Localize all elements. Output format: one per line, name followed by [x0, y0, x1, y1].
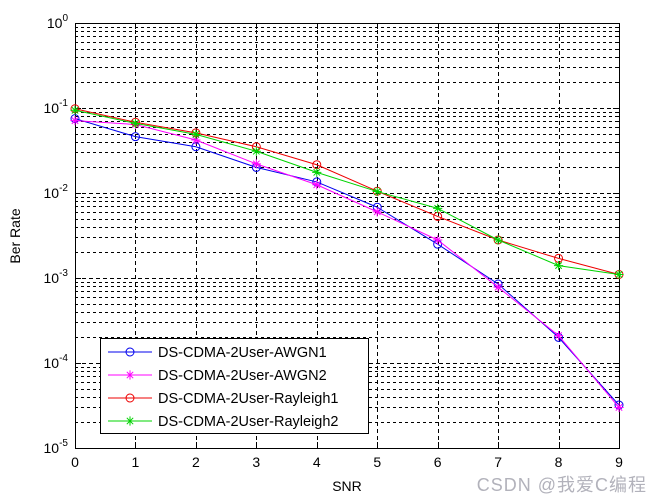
legend: DS-CDMA-2User-AWGN1 DS-CDMA-2User-AWGN2 DS…	[100, 338, 369, 434]
marker-asterisk	[312, 167, 322, 177]
marker-asterisk	[125, 370, 135, 380]
marker-asterisk	[312, 180, 322, 190]
y-tick-label: 10-3	[44, 268, 69, 286]
legend-label: DS-CDMA-2User-AWGN1	[158, 345, 327, 361]
y-tick-label: 100	[47, 13, 69, 31]
x-tick-label: 5	[373, 454, 381, 470]
legend-box	[100, 338, 369, 434]
legend-label: DS-CDMA-2User-Rayleigh2	[158, 414, 339, 430]
marker-asterisk	[372, 186, 382, 197]
legend-entry-DS-CDMA-2User-AWGN2: DS-CDMA-2User-AWGN2	[108, 368, 327, 384]
marker-asterisk	[614, 269, 624, 280]
x-axis-label: SNR	[332, 478, 362, 494]
x-tick-label: 4	[313, 454, 321, 470]
marker-asterisk	[493, 235, 503, 245]
legend-entry-DS-CDMA-2User-Rayleigh2: DS-CDMA-2User-Rayleigh2	[108, 414, 339, 430]
plot-frame	[75, 23, 620, 449]
y-tick-label: 10-5	[44, 438, 69, 456]
y-tick-label: 10-2	[44, 183, 69, 201]
marker-asterisk	[130, 118, 141, 128]
y-axis-label: Ber Rate	[7, 208, 23, 264]
tick-labels: 0 1 2 3 4 5 6 7 8 9 100 10-1 10-2 10-3 10-4 10-5	[44, 13, 624, 470]
marker-asterisk	[553, 260, 564, 271]
x-tick-label: 3	[252, 454, 260, 470]
marker-asterisk	[493, 282, 503, 292]
series-line	[74, 109, 620, 275]
series-line	[74, 120, 620, 408]
series-DS-CDMA-2User-AWGN1	[70, 114, 624, 410]
marker-asterisk	[191, 129, 201, 139]
marker-asterisk	[372, 207, 382, 217]
marker-asterisk	[70, 116, 80, 126]
x-tick-label: 9	[615, 454, 623, 470]
marker-asterisk	[191, 135, 201, 145]
marker-circle	[130, 132, 140, 142]
marker-asterisk	[614, 402, 624, 413]
x-tick-label: 8	[555, 454, 563, 470]
x-tick-label: 2	[192, 454, 200, 470]
legend-label: DS-CDMA-2User-AWGN2	[158, 368, 327, 384]
marker-asterisk	[433, 203, 443, 213]
marker-asterisk	[251, 159, 261, 169]
y-tick-label: 10-4	[44, 353, 69, 371]
x-tick-label: 6	[434, 454, 442, 470]
marker-asterisk	[251, 146, 261, 156]
legend-entry-DS-CDMA-2User-Rayleigh1: DS-CDMA-2User-Rayleigh1	[108, 391, 339, 407]
marker-asterisk	[70, 105, 80, 115]
legend-entry-DS-CDMA-2User-AWGN1: DS-CDMA-2User-AWGN1	[108, 345, 327, 361]
series-DS-CDMA-2User-Rayleigh2	[70, 105, 624, 280]
marker-asterisk	[125, 416, 135, 426]
series-line	[74, 108, 620, 275]
marker-circle	[125, 347, 135, 357]
watermark: CSDN @我爱C编程	[476, 475, 647, 495]
x-tick-label: 1	[132, 454, 140, 470]
x-tick-label: 0	[71, 454, 79, 470]
series-line	[74, 118, 620, 406]
marker-circle	[125, 393, 135, 403]
x-tick-label: 7	[494, 454, 502, 470]
legend-label: DS-CDMA-2User-Rayleigh1	[158, 391, 339, 407]
y-tick-label: 10-1	[44, 98, 69, 116]
ticks	[75, 23, 620, 449]
marker-asterisk	[433, 235, 443, 245]
marker-asterisk	[553, 331, 564, 341]
